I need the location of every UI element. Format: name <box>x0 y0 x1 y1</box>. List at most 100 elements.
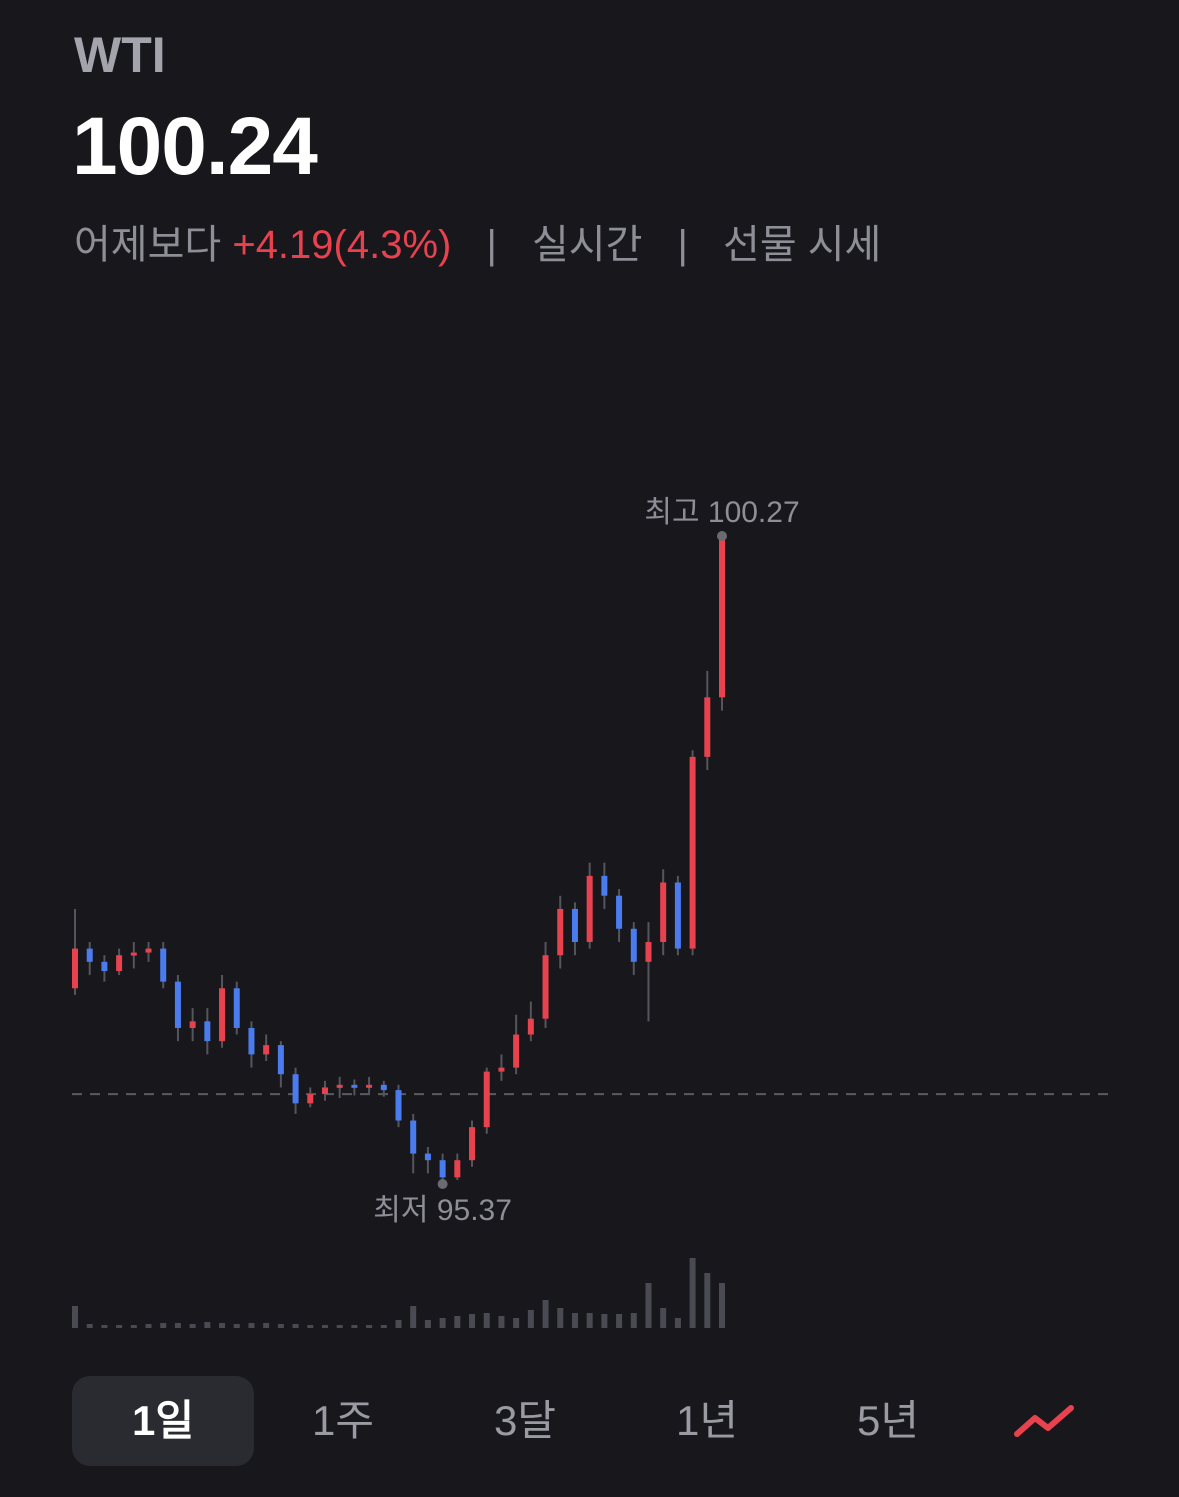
candle-body <box>307 1094 314 1104</box>
volume-bar <box>248 1323 255 1328</box>
subtitle: 어제보다 +4.19(4.3%) | 실시간 | 선물 시세 <box>74 212 881 270</box>
candle-body <box>616 895 623 929</box>
volume-bar <box>424 1320 431 1328</box>
volume-bar <box>527 1310 534 1328</box>
candle-body <box>424 1153 431 1161</box>
high-dot <box>717 531 727 541</box>
selected-tab-bg <box>72 1376 254 1466</box>
candle-body <box>86 948 93 962</box>
volume-bar <box>321 1325 328 1328</box>
candle-body <box>601 875 608 896</box>
tab-label[interactable]: 5년 <box>857 1397 919 1444</box>
volume-bar <box>86 1324 93 1328</box>
volume-bar <box>233 1324 240 1328</box>
volume-bar <box>601 1314 608 1328</box>
volume-bar <box>204 1322 211 1328</box>
tab-label[interactable]: 1일 <box>132 1397 194 1444</box>
high-label: 최고 100.27 <box>644 496 799 529</box>
volume-bar <box>719 1283 725 1328</box>
candle-body <box>719 539 725 698</box>
volume-bar <box>380 1325 387 1328</box>
candle-body <box>204 1021 211 1042</box>
candle-body <box>645 941 652 962</box>
volume-bar <box>660 1308 667 1328</box>
candle-body <box>674 882 681 949</box>
candle-body <box>439 1160 446 1178</box>
candle-body <box>660 882 667 942</box>
realtime: 실시간 <box>532 223 643 267</box>
volume-bar <box>72 1306 78 1328</box>
volume-bar <box>292 1324 299 1328</box>
volume-bar <box>498 1316 505 1328</box>
volume-bar <box>410 1306 417 1328</box>
volume-bar <box>101 1325 108 1328</box>
candle-body <box>145 948 152 953</box>
compare-label: 어제보다 <box>74 223 222 267</box>
volume-bar <box>130 1325 137 1328</box>
candle-body <box>704 697 711 757</box>
candle-body <box>483 1071 490 1128</box>
candle-body <box>630 928 637 962</box>
candle-body <box>292 1074 299 1104</box>
tab-label[interactable]: 1년 <box>676 1397 738 1444</box>
volume-bar <box>145 1324 152 1328</box>
candle-body <box>689 756 696 949</box>
volume-bar <box>454 1316 461 1328</box>
separator: | <box>677 223 688 267</box>
separator: | <box>486 223 497 267</box>
candle-body <box>469 1127 476 1161</box>
candle-body <box>527 1018 534 1035</box>
candle-body <box>72 948 78 989</box>
volume-bar <box>557 1308 564 1328</box>
volume-bar <box>483 1313 490 1328</box>
candle-body <box>542 955 549 1019</box>
candle-body <box>513 1034 520 1068</box>
volume-bar <box>366 1325 373 1328</box>
tab-label[interactable]: 1주 <box>312 1397 374 1444</box>
candle-body <box>248 1027 255 1055</box>
volume-bar <box>160 1323 167 1328</box>
volume-bar <box>189 1324 196 1328</box>
low-label: 최저 95.37 <box>373 1194 512 1227</box>
volume-bar <box>689 1258 696 1328</box>
candle-body <box>454 1160 461 1178</box>
volume-bar <box>704 1273 711 1328</box>
candle-body <box>160 948 167 982</box>
candle-body <box>101 961 108 972</box>
volume-bar <box>307 1325 314 1328</box>
candle-body <box>321 1087 328 1095</box>
chart-type-icon[interactable] <box>1014 1405 1074 1437</box>
candle-body <box>336 1084 343 1088</box>
volume-bar <box>571 1313 578 1328</box>
volume-bar <box>630 1313 637 1328</box>
candle-body <box>233 988 240 1028</box>
candle-body <box>557 908 564 956</box>
volume-bar <box>469 1314 476 1328</box>
candle-body <box>263 1045 270 1055</box>
volume-bar <box>439 1318 446 1328</box>
volume-bar <box>116 1325 123 1328</box>
candle-body <box>366 1084 373 1088</box>
candle-body <box>410 1120 417 1154</box>
candle-body <box>277 1045 284 1075</box>
symbol: WTI <box>74 27 166 83</box>
candle-body <box>395 1090 402 1121</box>
candle-body <box>219 988 226 1042</box>
low-dot <box>437 1179 448 1189</box>
volume-bar <box>395 1320 402 1328</box>
volume-bar <box>277 1324 284 1328</box>
volume-bar <box>174 1323 181 1328</box>
volume-bar <box>351 1325 358 1328</box>
tab-label[interactable]: 3달 <box>494 1397 556 1444</box>
candle-body <box>174 981 181 1028</box>
price: 100.24 <box>72 101 318 192</box>
candle-body <box>351 1084 358 1088</box>
volume-bar <box>219 1323 226 1328</box>
category: 선물 시세 <box>723 223 882 267</box>
volume-bar <box>586 1313 593 1328</box>
candle-body <box>498 1067 505 1072</box>
candle-body <box>130 952 137 956</box>
volume-bar <box>542 1300 549 1328</box>
